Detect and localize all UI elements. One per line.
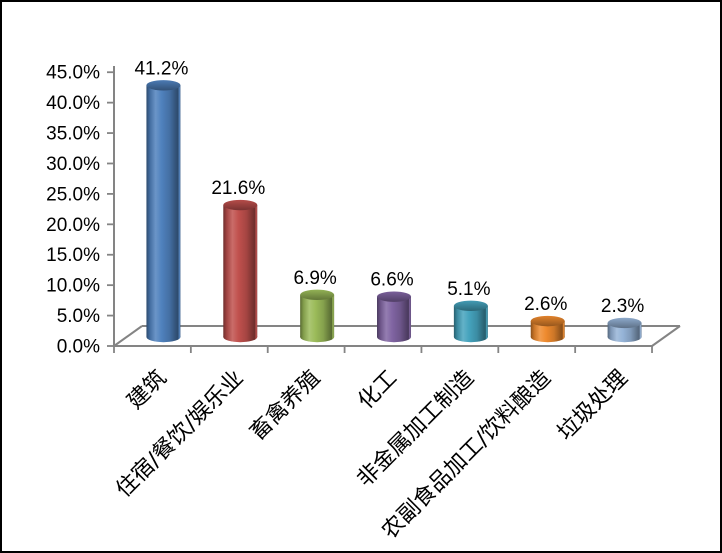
bar-value-label: 5.1% <box>447 279 490 300</box>
y-axis: 0.0% 5.0% 10.0% 15.0% 20.0% 25.0% 30.0% 35.0% 40… <box>46 63 115 358</box>
category-label: 畜禽养殖 <box>245 366 325 446</box>
bar-value-label: 41.2% <box>134 58 188 79</box>
cylinder-top <box>530 315 565 327</box>
y-axis-tick-label: 15.0% <box>46 245 100 266</box>
category-label: 建筑 <box>123 366 172 415</box>
cylinder-top <box>146 80 181 91</box>
cylinder-bar <box>530 315 565 343</box>
y-axis-tick-label: 35.0% <box>46 124 100 145</box>
cylinder-bar <box>377 291 412 343</box>
cylinder-bar <box>607 317 642 343</box>
cylinder-bar <box>453 300 488 343</box>
y-axis-tick-label: 40.0% <box>46 93 100 114</box>
y-axis-tick-label: 5.0% <box>57 306 100 327</box>
category-label: 垃圾处理 <box>553 366 633 446</box>
cylinder-top <box>300 289 335 301</box>
y-axis-tick-label: 10.0% <box>46 276 100 297</box>
bar-value-label: 6.9% <box>293 268 336 289</box>
y-axis-tick-label: 45.0% <box>46 63 100 84</box>
y-axis-tick-label: 30.0% <box>46 154 100 175</box>
cylinder-bar <box>300 289 335 343</box>
floor-left-edge <box>113 325 143 347</box>
cylinder-body <box>377 296 412 337</box>
category-label: 住宿/餐饮/娱乐业 <box>111 366 248 503</box>
y-axis-tick-label: 25.0% <box>46 184 100 205</box>
bar-value-label: 2.6% <box>524 294 567 315</box>
cylinder-body <box>300 294 335 337</box>
bar-value-label: 6.6% <box>370 270 413 291</box>
cylinder-body <box>223 205 258 337</box>
bar-value-label: 2.3% <box>601 296 644 317</box>
cylinder-top <box>607 317 642 329</box>
bar-value-label: 21.6% <box>211 178 265 199</box>
cylinder-body <box>146 85 181 337</box>
cylinder-top <box>453 300 488 312</box>
category-label: 化工 <box>353 366 402 415</box>
cylinder-top <box>377 291 412 302</box>
y-axis-tick-label: 0.0% <box>57 337 100 358</box>
cylinder-bar <box>146 80 181 343</box>
cylinder-bar <box>223 199 258 343</box>
cylinder-top <box>223 199 258 211</box>
y-axis-tick-label: 20.0% <box>46 215 100 236</box>
floor-right-edge <box>651 325 681 347</box>
